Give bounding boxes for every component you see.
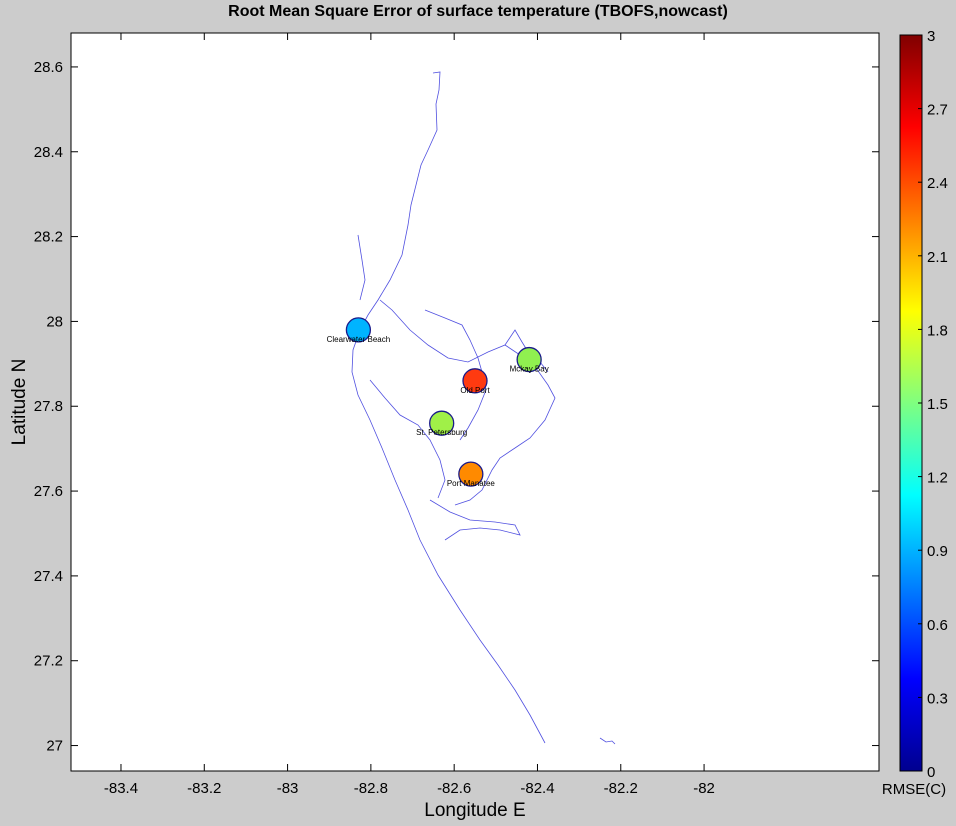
y-tick-label: 27.4 [34,568,63,585]
x-tick-label: -82.6 [437,780,471,797]
bay-east-shore [379,299,556,506]
station-markers: Clearwater Beach Mckay Bay Old Port St. Pet… [327,317,549,488]
station-label: St. Petersburg [416,428,467,437]
colorbar-tick-label: 0.6 [927,617,948,634]
colorbar-tick-label: 0.9 [927,543,948,560]
colorbar-tick-label: 1.2 [927,470,948,487]
x-tick-label: -83.4 [104,780,138,797]
station-label: Mckay Bay [510,365,549,374]
colorbar-ticks: 3 2.7 2.4 2.1 1.8 1.5 1.2 0.9 0.6 0.3 0 [918,28,948,781]
y-axis-label: Latitude N [9,359,30,446]
x-axis-ticks: -83.4 -83.2 -83 -82.8 -82.6 -82.4 -82.2 -82 [104,33,715,797]
y-axis-ticks: 28.6 28.4 28.2 28 27.8 27.6 27.4 27.2 27 [34,59,879,755]
station-marker [462,368,488,394]
x-tick-label: -83 [277,780,299,797]
old-tampa-bay [424,309,487,441]
colorbar-tick-label: 0 [927,764,935,781]
station-marker [458,461,484,487]
colorbar-tick-label: 1.5 [927,396,948,413]
pinellas-inner-shore [369,379,446,499]
chart-title: Root Mean Square Error of surface temper… [228,3,728,20]
x-tick-label: -82.8 [354,780,388,797]
y-tick-label: 27.2 [34,653,63,670]
colorbar-tick-label: 3 [927,28,935,45]
station-marker [516,346,542,373]
y-tick-label: 28 [46,313,63,330]
river-creek [357,234,366,301]
colorbar-tick-label: 0.3 [927,690,948,707]
y-tick-label: 28.4 [34,144,63,161]
station-label: Clearwater Beach [327,335,391,344]
south-marker [599,737,616,745]
station-label: Port Manatee [447,479,496,488]
colorbar-tick-label: 2.4 [927,175,948,192]
y-tick-label: 27.6 [34,483,63,500]
x-axis-label: Longitude E [424,800,525,821]
station-marker [345,317,372,343]
x-tick-label: -82.2 [604,780,638,797]
y-tick-label: 28.6 [34,59,63,76]
y-tick-label: 27.8 [34,398,63,415]
y-tick-label: 28.2 [34,229,63,246]
y-tick-label: 27 [46,738,63,755]
station-marker [429,410,455,436]
x-tick-label: -82.4 [520,780,554,797]
colorbar-tick-label: 2.7 [927,102,948,119]
x-tick-label: -83.2 [187,780,221,797]
colorbar-tick-label: 2.1 [927,249,948,266]
colorbar-label: RMSE(C) [882,781,946,798]
colorbar-tick-label: 1.8 [927,322,948,339]
station-label: Old Port [460,386,490,395]
plot-area [70,32,880,772]
x-tick-label: -82 [693,780,715,797]
lower-bay-shore [429,499,521,541]
